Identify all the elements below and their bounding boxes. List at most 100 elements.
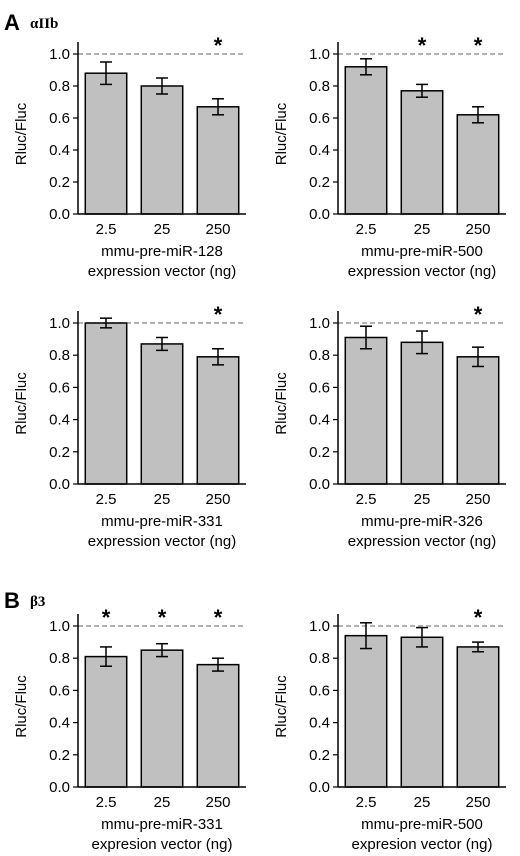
bar xyxy=(400,636,444,788)
y-tick-label: 0.8 xyxy=(49,347,70,364)
y-tick-label: 1.0 xyxy=(49,315,70,332)
significance-star: * xyxy=(158,605,167,630)
chart-2: 0.0 0.2 0.4 0.6 0.8 1.0 2.5 25 * 250 * Rluc/Fluc mmu… xyxy=(273,33,506,280)
y-tick-label: 0.0 xyxy=(309,779,330,796)
y-tick-label: 0.6 xyxy=(309,379,330,396)
y-tick-label: 0.8 xyxy=(49,650,70,667)
x-tick-label: 250 xyxy=(465,794,490,811)
y-tick-label: 1.0 xyxy=(309,315,330,332)
bar xyxy=(400,90,444,215)
y-tick-label: 0.4 xyxy=(309,412,330,429)
y-tick-label: 1.0 xyxy=(49,46,70,63)
y-tick-label: 0.4 xyxy=(49,142,70,159)
y-tick-label: 0.4 xyxy=(309,715,330,732)
y-tick-label: 1.0 xyxy=(309,46,330,63)
bar xyxy=(456,114,500,215)
bar xyxy=(84,322,128,485)
y-tick-label: 0.4 xyxy=(309,142,330,159)
y-tick-label: 0.0 xyxy=(49,206,70,223)
x-tick-label: 25 xyxy=(154,221,171,238)
panel-sublabel-b: β3 xyxy=(30,594,45,610)
x-tick-label: 2.5 xyxy=(356,794,377,811)
x-axis-label-line2: expression vector (ng) xyxy=(88,533,236,550)
x-axis-label-line2: expression vector (ng) xyxy=(348,263,496,280)
significance-star: * xyxy=(214,33,223,58)
bar xyxy=(344,66,388,215)
y-tick-label: 0.2 xyxy=(309,444,330,461)
y-tick-label: 0.4 xyxy=(49,715,70,732)
y-tick-label: 0.6 xyxy=(309,110,330,127)
significance-star: * xyxy=(214,302,223,327)
y-tick-label: 0.4 xyxy=(49,412,70,429)
panel-sublabel-a: αIIb xyxy=(30,16,58,32)
x-axis-label-line1: mmu-pre-miR-331 xyxy=(101,816,223,833)
bar xyxy=(140,343,184,485)
chart-6: 0.0 0.2 0.4 0.6 0.8 1.0 2.5 25 250 * Rluc/Fluc mmu-… xyxy=(273,605,506,853)
y-tick-label: 0.2 xyxy=(49,174,70,191)
y-axis-label: Rluc/Fluc xyxy=(273,102,290,165)
x-axis-label-line1: mmu-pre-miR-326 xyxy=(361,513,483,530)
y-tick-label: 0.0 xyxy=(309,476,330,493)
y-axis-label: Rluc/Fluc xyxy=(13,675,30,738)
bar xyxy=(456,646,500,788)
bar xyxy=(84,655,128,788)
significance-star: * xyxy=(474,605,483,630)
x-axis-label-line2: expresion vector (ng) xyxy=(92,836,233,853)
y-tick-label: 0.2 xyxy=(309,174,330,191)
x-tick-label: 25 xyxy=(154,794,171,811)
bar xyxy=(456,356,500,485)
x-tick-label: 25 xyxy=(414,491,431,508)
y-tick-label: 0.8 xyxy=(309,347,330,364)
significance-star: * xyxy=(474,302,483,327)
y-tick-label: 1.0 xyxy=(309,618,330,635)
x-axis-label-line2: expression vector (ng) xyxy=(348,533,496,550)
x-axis-label-line2: expresion vector (ng) xyxy=(352,836,493,853)
x-axis-label-line1: mmu-pre-miR-500 xyxy=(361,243,483,260)
x-tick-label: 2.5 xyxy=(356,491,377,508)
x-axis-label-line1: mmu-pre-miR-128 xyxy=(101,243,223,260)
significance-star: * xyxy=(418,33,427,58)
y-tick-label: 0.6 xyxy=(309,682,330,699)
significance-star: * xyxy=(102,605,111,630)
y-tick-label: 0.8 xyxy=(49,78,70,95)
x-axis-label-line2: expression vector (ng) xyxy=(88,263,236,280)
bar xyxy=(140,85,184,215)
y-axis-label: Rluc/Fluc xyxy=(13,102,30,165)
significance-star: * xyxy=(474,33,483,58)
x-tick-label: 250 xyxy=(465,221,490,238)
y-axis-label: Rluc/Fluc xyxy=(273,372,290,435)
chart-4: 0.0 0.2 0.4 0.6 0.8 1.0 2.5 25 250 * Rluc/Fluc mmu-… xyxy=(273,302,506,550)
y-tick-label: 0.2 xyxy=(49,747,70,764)
x-tick-label: 250 xyxy=(205,491,230,508)
bar xyxy=(196,663,240,788)
y-tick-label: 0.0 xyxy=(49,476,70,493)
bar xyxy=(344,336,388,485)
x-axis-label-line1: mmu-pre-miR-500 xyxy=(361,816,483,833)
y-tick-label: 0.6 xyxy=(49,379,70,396)
bar xyxy=(196,106,240,215)
y-tick-label: 0.2 xyxy=(49,444,70,461)
y-tick-label: 0.0 xyxy=(309,206,330,223)
y-tick-label: 0.6 xyxy=(49,682,70,699)
chart-1: 0.0 0.2 0.4 0.6 0.8 1.0 2.5 25 250 * Rluc/Fluc mmu-… xyxy=(13,33,246,280)
y-tick-label: 0.2 xyxy=(309,747,330,764)
x-tick-label: 250 xyxy=(465,491,490,508)
y-tick-label: 0.0 xyxy=(49,779,70,796)
bar xyxy=(196,356,240,485)
bar xyxy=(400,341,444,485)
y-axis-label: Rluc/Fluc xyxy=(13,372,30,435)
x-tick-label: 250 xyxy=(205,794,230,811)
significance-star: * xyxy=(214,605,223,630)
y-axis-label: Rluc/Fluc xyxy=(273,675,290,738)
y-tick-label: 0.8 xyxy=(309,78,330,95)
x-tick-label: 25 xyxy=(414,794,431,811)
x-tick-label: 25 xyxy=(154,491,171,508)
panel-letter-a: A xyxy=(4,10,20,35)
x-tick-label: 2.5 xyxy=(96,794,117,811)
y-tick-label: 0.8 xyxy=(309,650,330,667)
bar xyxy=(140,649,184,788)
bar xyxy=(344,634,388,788)
chart-3: 0.0 0.2 0.4 0.6 0.8 1.0 2.5 25 250 * Rluc/Fluc mmu-… xyxy=(13,302,246,550)
x-axis-label-line1: mmu-pre-miR-331 xyxy=(101,513,223,530)
